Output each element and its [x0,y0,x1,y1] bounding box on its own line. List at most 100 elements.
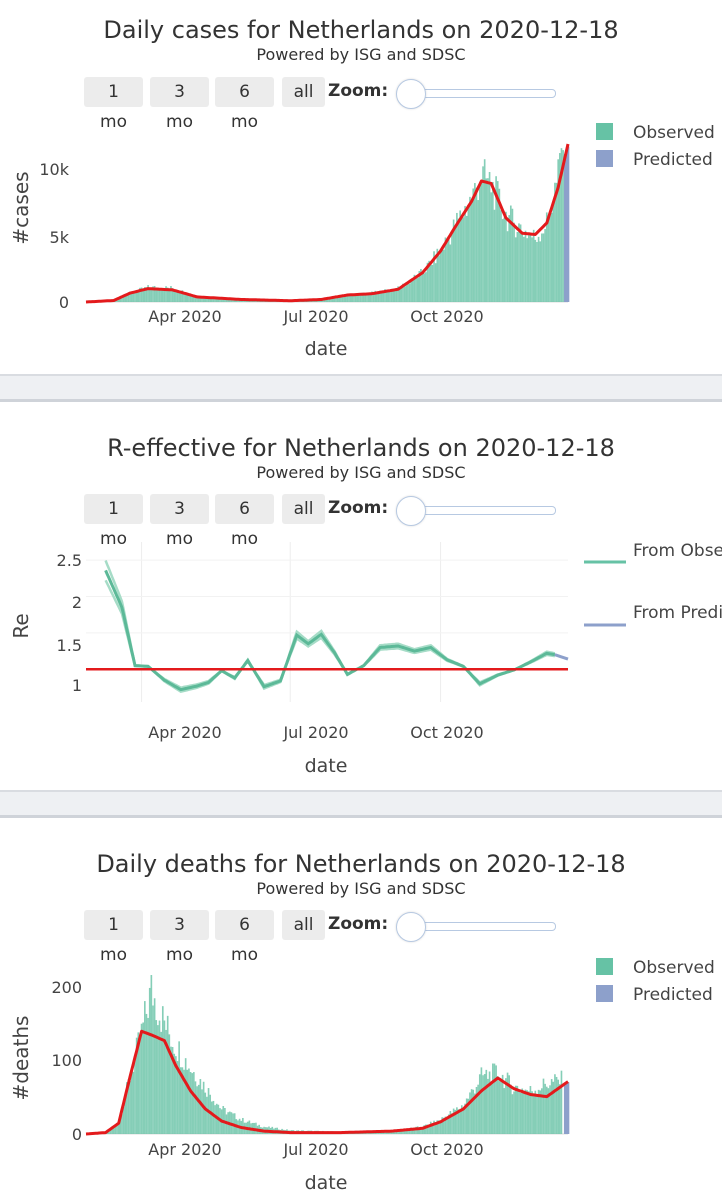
observed-bar [408,283,411,302]
observed-bar [452,1108,455,1134]
observed-bar [511,1094,514,1134]
range-6mo-button[interactable]: 6 mo [215,494,274,549]
observed-bar [483,1074,486,1134]
observed-bar [157,287,159,302]
observed-bar [454,1109,457,1134]
observed-bar [423,273,426,302]
range-6mo-button[interactable]: 6 mo [215,77,274,132]
observed-bar [421,273,424,302]
observed-bar [140,287,143,302]
legend-label-predicted[interactable]: Predicted [633,150,713,170]
observed-bar [117,1123,120,1134]
observed-bar [488,171,491,302]
legend-swatch-predicted[interactable] [596,985,613,1002]
legend-label-observed[interactable]: Observed [633,958,715,978]
observed-bar [509,1084,512,1134]
legend-label-predicted[interactable]: From Predicted [633,603,722,623]
observed-bar [488,1071,491,1134]
observed-bar [362,292,365,302]
observed-bar [344,296,347,302]
observed-bar [555,1076,558,1134]
section-divider [0,374,722,402]
observed-bar [408,1128,411,1134]
legend-swatch-observed[interactable] [596,958,613,975]
observed-bar [433,1120,435,1134]
observed-bar [197,1084,200,1134]
observed-bar [170,1046,172,1134]
observed-bar [447,236,450,302]
observed-bar [144,287,146,302]
observed-bar [175,290,177,302]
range-3mo-button[interactable]: 3 mo [150,910,209,965]
observed-bar [398,286,401,302]
legend-label-predicted[interactable]: Predicted [633,985,713,1005]
observed-bar [147,285,149,302]
observed-bar [134,291,136,302]
observed-bar [189,1071,192,1134]
observed-bar [413,274,416,302]
observed-bar [492,181,494,302]
observed-bar [400,287,403,302]
observed-bar [215,298,218,302]
observed-bar [183,1069,185,1134]
observed-bar [209,298,211,302]
range-1mo-button[interactable]: 1 mo [84,494,143,549]
observed-bar [478,186,481,302]
observed-bar [547,215,550,302]
observed-bar [418,271,421,302]
range-1mo-button[interactable]: 1 mo [84,910,143,965]
observed-bar [545,1086,548,1134]
observed-bar [562,150,564,302]
chart-subtitle: Powered by ISG and SDSC [256,463,466,482]
range-3mo-button[interactable]: 3 mo [150,494,209,549]
observed-bar [560,1070,563,1134]
observed-bar [451,1113,453,1134]
observed-bar [135,292,138,302]
zoom-slider-knob[interactable] [396,912,426,942]
observed-bar [511,208,514,302]
observed-bar [407,281,409,302]
observed-bar [523,236,525,302]
zoom-slider-knob[interactable] [396,496,426,526]
observed-bar [148,987,151,1134]
observed-bar [482,1075,484,1134]
observed-bar [403,1129,406,1134]
observed-bar [209,1094,211,1134]
range-3mo-button[interactable]: 3 mo [150,77,209,132]
y-tick-label: 1.5 [57,636,82,655]
legend-label-observed[interactable]: From Observed [633,541,722,561]
legend-swatch-observed[interactable] [596,123,613,140]
observed-bar [495,1065,497,1134]
range-6mo-button[interactable]: 6 mo [215,910,274,965]
observed-bar [372,293,375,302]
predicted-bar [567,146,570,302]
observed-bar [194,296,197,302]
observed-bar [411,280,414,302]
observed-bar [184,1058,187,1134]
range-1mo-button[interactable]: 1 mo [84,77,143,132]
observed-bar [457,1109,460,1134]
observed-bar [513,1091,515,1134]
observed-bar [390,289,393,302]
legend-label-observed[interactable]: Observed [633,123,715,143]
observed-bar [431,264,434,302]
observed-bar [387,290,390,302]
observed-bar [395,290,398,302]
zoom-slider-knob[interactable] [396,79,426,109]
observed-bar [121,1114,123,1134]
observed-bar [186,294,189,302]
observed-bar [336,296,339,302]
observed-bar [119,297,122,302]
observed-bar [116,1125,118,1134]
observed-bar [415,1126,417,1134]
legend-swatch-predicted[interactable] [596,150,613,167]
range-all-button[interactable]: all [282,77,325,107]
range-all-button[interactable]: all [282,910,325,940]
observed-bar [472,1089,475,1134]
observed-bar [152,1005,154,1134]
range-all-button[interactable]: all [282,494,325,524]
observed-bar [452,219,455,302]
model-fit-line [85,1029,569,1136]
observed-bar [206,296,208,302]
observed-bar [470,202,473,302]
